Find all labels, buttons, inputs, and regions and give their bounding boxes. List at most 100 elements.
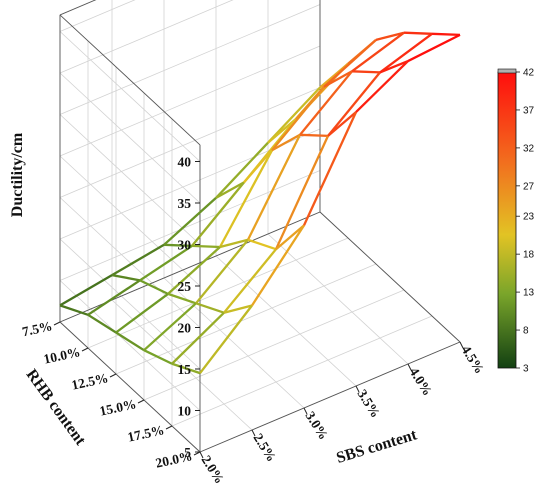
box-edge	[59, 211, 321, 323]
z-tick-label: 15	[178, 362, 192, 377]
x-tick-mark	[407, 363, 412, 371]
y-tick-label: 15.0%	[98, 396, 137, 418]
y-tick-mark	[53, 321, 61, 326]
surface-line	[59, 274, 113, 307]
surface-line	[302, 111, 358, 226]
grid-line	[59, 72, 201, 204]
surface-line	[243, 149, 273, 184]
x-tick-label: 3.5%	[354, 387, 383, 421]
axis-panels	[59, 0, 461, 453]
colorbar-tick-label: 3	[523, 364, 529, 375]
z-tick-label: 20	[178, 321, 192, 336]
surface-line	[251, 224, 305, 307]
x-axis-title: SBS content	[334, 426, 419, 467]
surface-line	[115, 331, 145, 352]
z-axis-title: Ductility/cm	[9, 132, 26, 217]
surface-line	[111, 243, 165, 277]
surface-line	[199, 304, 253, 374]
y-tick-mark	[193, 451, 201, 456]
surface-line	[191, 181, 245, 247]
x-tick-label: 4.0%	[406, 365, 435, 399]
surface-line	[323, 39, 377, 88]
grid-line	[59, 238, 201, 370]
surface-line	[195, 302, 225, 314]
grid-line	[59, 197, 201, 328]
y-tick-label: 7.5%	[21, 318, 54, 339]
grid-line	[163, 277, 305, 409]
grid-line	[59, 155, 201, 287]
y-tick-label: 17.5%	[126, 422, 165, 444]
colorbar-tick-label: 37	[523, 105, 535, 116]
box-edge	[59, 14, 201, 146]
surface-line	[299, 70, 353, 136]
surface-line	[115, 292, 169, 334]
surface-line	[267, 86, 321, 144]
surface-line	[139, 279, 169, 295]
surface-line	[407, 33, 461, 63]
grid-line	[59, 4, 321, 115]
box-edge	[59, 0, 97, 16]
surface-line	[171, 362, 201, 375]
y-tick-mark	[137, 399, 145, 404]
x-tick-mark	[459, 341, 464, 349]
y-tick-mark	[165, 425, 173, 430]
surface-line	[223, 304, 253, 314]
box-edge	[319, 211, 461, 343]
z-tick-label: 40	[178, 155, 192, 170]
surface-line	[215, 141, 269, 199]
x-tick-mark	[355, 385, 360, 393]
surface-line	[246, 134, 302, 241]
y-tick-mark	[109, 373, 117, 378]
surface-line	[323, 70, 353, 88]
grid-line	[59, 31, 201, 162]
surface-line	[87, 279, 141, 316]
surface-line	[275, 224, 305, 251]
surface-line	[191, 244, 221, 249]
surface-line	[327, 71, 381, 137]
grid-line	[215, 255, 357, 387]
surface-line	[215, 181, 245, 199]
colorbar-tick-label: 8	[523, 326, 529, 337]
surface-line	[403, 31, 433, 35]
colorbar: 3 8 13 18 23 27 32 37 42	[497, 68, 535, 375]
surface-line	[351, 70, 381, 74]
surface-line	[143, 302, 197, 352]
x-tick-mark	[251, 429, 256, 437]
grid-line	[59, 45, 321, 157]
surface-line	[355, 60, 409, 113]
grid-line	[59, 114, 201, 245]
surface-line	[195, 239, 249, 305]
box-edge	[59, 321, 201, 453]
colorbar-tick-label: 13	[523, 288, 535, 299]
z-tick-label: 30	[178, 238, 192, 253]
surface-line	[223, 248, 277, 314]
x-tick-label: 2.0%	[198, 453, 227, 487]
z-tick-label: 5	[184, 445, 191, 460]
colorbar-tick-label: 23	[523, 212, 535, 223]
colorbar-tick-label: 18	[523, 250, 535, 261]
surface-line	[379, 32, 433, 74]
surface-line	[247, 238, 277, 251]
x-tick-mark	[303, 407, 308, 415]
surface-line	[163, 197, 217, 246]
surface-line	[218, 149, 274, 248]
surface-line	[139, 244, 193, 282]
surface-line	[111, 273, 141, 282]
grid-line	[59, 0, 136, 32]
y-tick-label: 12.5%	[70, 370, 109, 392]
surface-line	[219, 238, 249, 249]
z-tick-label: 25	[178, 279, 192, 294]
surface-line	[431, 32, 461, 37]
grid-line	[143, 289, 405, 401]
surface-line	[167, 292, 197, 305]
surface-mesh	[59, 31, 461, 375]
y-tick-label: 20.0%	[154, 448, 193, 470]
y-tick-label: 10.0%	[42, 344, 81, 366]
x-tick-label: 4.5%	[458, 343, 487, 377]
grid-line	[59, 170, 321, 281]
grid-line	[59, 0, 234, 74]
colorbar-ticks: 3 8 13 18 23 27 32 37 42	[516, 68, 535, 375]
surface-line	[351, 31, 405, 73]
axis-ticks: 5 10 15 20 25 30 35 40 7.5% 10.0% 12.5% 15.0% 17.5% 2…	[21, 155, 487, 487]
colorbar-tick-label: 42	[523, 68, 535, 79]
